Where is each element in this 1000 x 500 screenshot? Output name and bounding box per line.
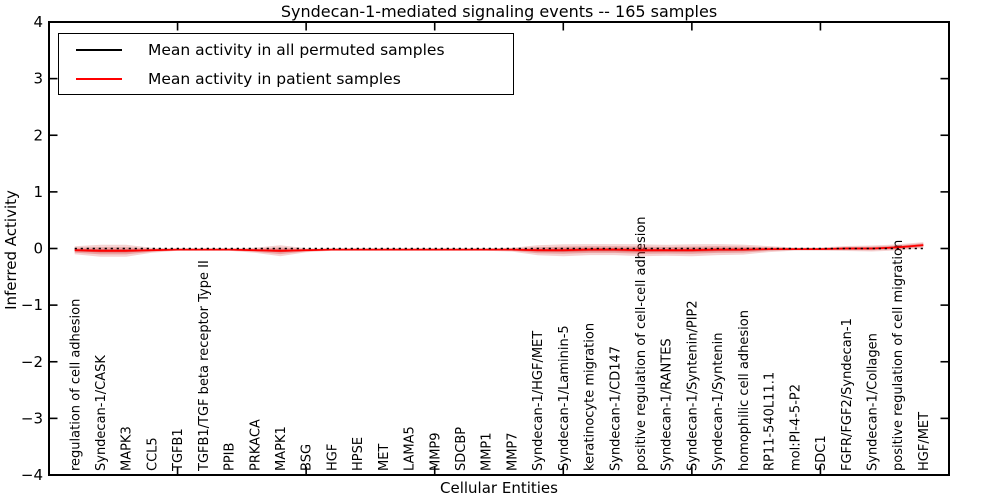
chart-title: Syndecan-1-mediated signaling events -- …: [280, 2, 718, 21]
category-label: HGF/MET: [917, 412, 932, 471]
patient-mean-line: [74, 244, 924, 252]
category-label: keratinocyte migration: [583, 323, 598, 471]
legend-item-patient: Mean activity in patient samples: [59, 68, 513, 90]
category-label: Syndecan-1/Collagen: [865, 333, 880, 471]
category-label: TGFB1: [171, 428, 186, 472]
legend-label: Mean activity in patient samples: [148, 69, 401, 88]
category-label: LAMA5: [403, 426, 418, 471]
category-label: positive regulation of cell-cell adhesio…: [634, 216, 649, 471]
category-label: Syndecan-1/Syntenin: [711, 333, 726, 472]
category-label: MMP7: [505, 432, 520, 471]
category-label: PRKACA: [248, 419, 263, 471]
y-tick-label: −2: [21, 353, 43, 371]
category-label: Syndecan-1/Syntenin/PIP2: [685, 300, 700, 471]
category-label: positive regulation of cell migration: [891, 240, 906, 471]
category-label: Syndecan-1/CD147: [608, 346, 623, 471]
y-tick-label: 1: [33, 183, 43, 201]
category-label: Syndecan-1/HGF/MET: [531, 331, 546, 471]
category-label: SDC1: [814, 435, 829, 471]
category-label: TGFB1/TGF beta receptor Type II: [197, 260, 212, 472]
category-label: HPSE: [351, 437, 366, 471]
category-label: Syndecan-1/Laminin-5: [557, 325, 572, 471]
y-tick-label: −4: [21, 466, 43, 484]
category-label: BSG: [300, 444, 315, 471]
category-label: MAPK1: [274, 426, 289, 471]
y-tick-label: 0: [33, 240, 43, 258]
category-label: SDCBP: [454, 427, 469, 471]
category-label: MAPK3: [120, 426, 135, 471]
category-label: Syndecan-1/RANTES: [660, 338, 675, 471]
category-label: MET: [377, 444, 392, 471]
category-label: regulation of cell adhesion: [68, 299, 83, 471]
category-label: Syndecan-1/CASK: [94, 355, 109, 471]
category-label: RP11-540L11.1: [763, 372, 778, 471]
y-tick-label: 3: [33, 70, 43, 88]
y-axis-label: Inferred Activity: [2, 190, 20, 310]
plot-frame: [48, 21, 950, 476]
category-label: MMP1: [480, 432, 495, 471]
legend-item-permuted: Mean activity in all permuted samples: [59, 39, 513, 61]
permuted-line-swatch-icon: [76, 48, 122, 51]
category-label: FGFR/FGF2/Syndecan-1: [840, 318, 855, 471]
y-tick-label: −1: [21, 296, 43, 314]
category-label: PPIB: [223, 443, 238, 471]
legend: Mean activity in all permuted samples Me…: [58, 33, 514, 95]
y-tick-label: 4: [33, 13, 43, 31]
x-axis-label: Cellular Entities: [440, 479, 558, 497]
legend-label: Mean activity in all permuted samples: [148, 40, 445, 59]
y-tick-label: 2: [33, 126, 43, 144]
patient-line-swatch-icon: [76, 77, 122, 80]
category-label: HGF: [325, 444, 340, 471]
category-label: MMP9: [428, 432, 443, 471]
y-tick-label: −3: [21, 409, 43, 427]
category-label: mol:PI-4-5-P2: [788, 384, 803, 471]
category-label: homophilic cell adhesion: [737, 310, 752, 471]
category-label: CCL5: [145, 437, 160, 471]
